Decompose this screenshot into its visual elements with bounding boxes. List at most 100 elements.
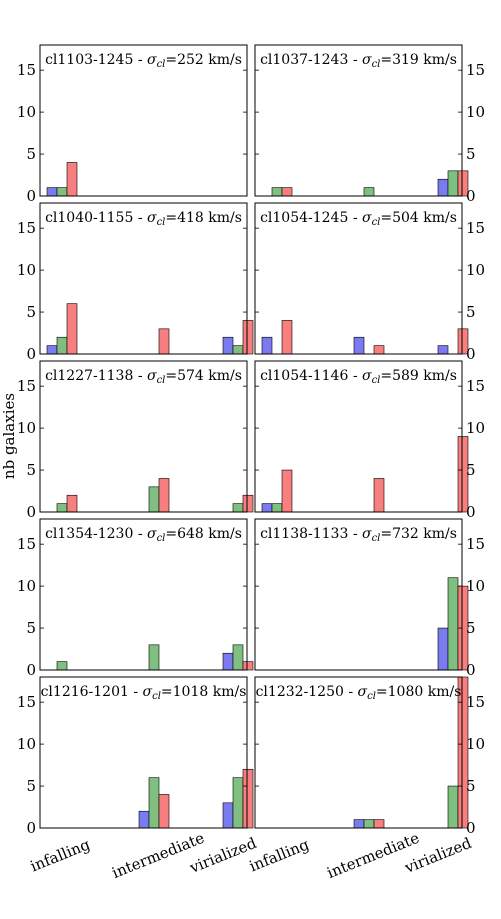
- bar-virialized-s3: [242, 661, 254, 671]
- bar-intermediate-s2: [148, 777, 160, 829]
- bar-virialized-s2: [232, 345, 244, 355]
- panel-title: cl1138-1133 - σcl=732 km/s: [260, 526, 457, 544]
- y-tick-label: 0: [26, 187, 36, 205]
- bar-virialized-s2: [232, 777, 244, 829]
- y-tick-label: 10: [17, 261, 36, 279]
- bar-intermediate-s3: [158, 794, 170, 829]
- y-tick-label: 10: [17, 103, 36, 121]
- bar-virialized-s2: [232, 644, 244, 671]
- bar-intermediate-s3: [158, 328, 170, 355]
- bar-virialized-s1: [222, 652, 234, 671]
- y-tick-label: 15: [17, 219, 36, 237]
- bar-infalling-s2: [56, 187, 68, 197]
- bar-intermediate-s3: [373, 478, 385, 513]
- panel-1: 0 5 10 15 cl1103-1245 - σcl=252 km/s: [17, 44, 248, 205]
- panel-title: cl1054-1146 - σcl=589 km/s: [260, 368, 457, 386]
- bar-intermediate-s3: [373, 345, 385, 355]
- bar-intermediate-s1: [138, 810, 150, 829]
- bar-virialized-s1: [437, 178, 449, 197]
- panel-title: cl1232-1250 - σcl=1080 km/s: [256, 684, 462, 702]
- bar-virialized-s2: [447, 170, 459, 197]
- panel-title: cl1216-1201 - σcl=1018 km/s: [41, 684, 247, 702]
- x-tick-label-infalling: infalling: [247, 835, 312, 875]
- y-tick-label: 0: [466, 345, 476, 363]
- x-tick-label-infalling: infalling: [28, 835, 93, 875]
- bar-virialized-s3: [242, 320, 254, 355]
- y-tick-label: 10: [17, 419, 36, 437]
- panel-frame: [254, 44, 463, 197]
- panel-7: 0 5 10 15 cl1354-1230 - σcl=648 km/s: [17, 518, 254, 679]
- y-tick-label: 5: [466, 777, 476, 795]
- bar-virialized-s3: [242, 494, 254, 513]
- panel-title: cl1037-1243 - σcl=319 km/s: [260, 52, 457, 70]
- bar-intermediate-s1: [353, 336, 365, 355]
- bar-virialized-s3: [457, 170, 469, 197]
- panel-frame: [39, 44, 248, 197]
- y-tick-label: 5: [466, 145, 476, 163]
- y-tick-label: 5: [26, 145, 36, 163]
- panel-9: 0 5 10 15 cl1216-1201 - σcl=1018 km/s: [17, 676, 254, 837]
- bar-virialized-s1: [437, 627, 449, 671]
- panel-frame: [254, 202, 463, 355]
- bar-virialized-s3: [457, 328, 469, 355]
- y-tick-label: 5: [26, 777, 36, 795]
- bar-infalling-s1: [46, 345, 58, 355]
- panel-frame: [39, 360, 248, 513]
- bar-infalling-s3: [281, 469, 293, 513]
- y-tick-label: 10: [17, 577, 36, 595]
- bar-infalling-s1: [261, 336, 273, 355]
- y-tick-label: 15: [17, 693, 36, 711]
- y-tick-label: 0: [466, 661, 476, 679]
- y-tick-label: 0: [26, 819, 36, 837]
- y-tick-label: 5: [466, 303, 476, 321]
- y-tick-label: 0: [26, 503, 36, 521]
- bar-intermediate-s3: [158, 478, 170, 513]
- y-tick-label: 15: [466, 219, 485, 237]
- y-tick-label: 5: [466, 461, 476, 479]
- panel-title: cl1354-1230 - σcl=648 km/s: [45, 526, 242, 544]
- panel-title: cl1054-1245 - σcl=504 km/s: [260, 210, 457, 228]
- y-tick-label: 10: [466, 735, 485, 753]
- bar-intermediate-s2: [363, 187, 375, 197]
- bar-virialized-s2: [447, 577, 459, 671]
- y-tick-label: 10: [466, 103, 485, 121]
- bar-infalling-s3: [281, 320, 293, 355]
- panel-3: 0 5 10 15 cl1040-1155 - σcl=418 km/s: [17, 202, 254, 363]
- panel-title: cl1103-1245 - σcl=252 km/s: [45, 52, 242, 70]
- bar-virialized-s2: [447, 785, 459, 829]
- bar-infalling-s2: [56, 336, 68, 355]
- y-tick-label: 5: [26, 461, 36, 479]
- y-tick-label: 10: [17, 735, 36, 753]
- panel-4: 0 5 10 15 cl1054-1245 - σcl=504 km/s: [254, 202, 485, 363]
- bar-intermediate-s1: [353, 819, 365, 829]
- y-tick-label: 0: [466, 503, 476, 521]
- bar-intermediate-s2: [148, 486, 160, 513]
- bar-infalling-s1: [261, 503, 273, 513]
- bar-infalling-s3: [66, 494, 78, 513]
- bar-intermediate-s2: [148, 644, 160, 671]
- bar-virialized-s2: [232, 503, 244, 513]
- y-tick-label: 10: [466, 419, 485, 437]
- panel-title: cl1227-1138 - σcl=574 km/s: [45, 368, 242, 386]
- bar-virialized-s3: [242, 768, 254, 829]
- bar-intermediate-s3: [373, 819, 385, 829]
- panel-6: 0 5 10 15 cl1054-1146 - σcl=589 km/s: [254, 360, 485, 521]
- bar-virialized-s1: [222, 802, 234, 829]
- y-tick-label: 5: [26, 303, 36, 321]
- y-tick-label: 0: [466, 187, 476, 205]
- y-tick-label: 15: [466, 377, 485, 395]
- panel-title: cl1040-1155 - σcl=418 km/s: [45, 210, 242, 228]
- y-tick-label: 5: [26, 619, 36, 637]
- bar-virialized-s1: [222, 336, 234, 355]
- y-tick-label: 15: [466, 61, 485, 79]
- bar-infalling-s3: [66, 162, 78, 197]
- y-tick-label: 10: [466, 261, 485, 279]
- bar-infalling-s1: [46, 187, 58, 197]
- panel-5: 0 5 10 15 cl1227-1138 - σcl=574 km/s: [17, 360, 254, 521]
- y-tick-label: 15: [466, 693, 485, 711]
- panel-frame: [254, 518, 463, 671]
- bar-infalling-s2: [271, 503, 283, 513]
- bar-virialized-s3: [457, 436, 469, 513]
- panel-frame: [39, 518, 248, 671]
